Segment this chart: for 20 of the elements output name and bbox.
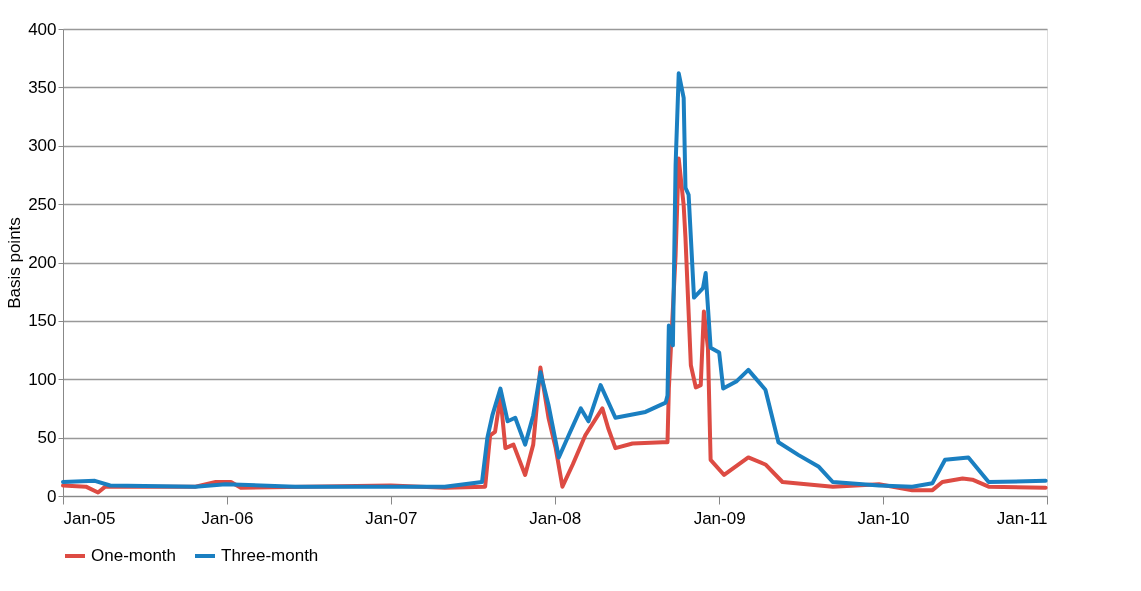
y-tick-label: 400 bbox=[28, 19, 57, 39]
legend-label: One-month bbox=[91, 546, 177, 565]
legend-label: Three-month bbox=[221, 546, 319, 565]
x-tick-label: Jan-05 bbox=[63, 508, 116, 528]
x-tick-label: Jan-11 bbox=[996, 508, 1048, 528]
y-tick-label: 100 bbox=[28, 369, 57, 389]
y-tick-label: 300 bbox=[28, 136, 57, 156]
x-tick-label: Jan-08 bbox=[529, 508, 582, 528]
y-tick-label: 350 bbox=[28, 77, 57, 97]
y-tick-label: 250 bbox=[28, 194, 57, 214]
y-tick-label: 150 bbox=[28, 311, 57, 331]
y-tick-label: 50 bbox=[37, 428, 57, 448]
y-axis-title: Basis points bbox=[5, 217, 25, 309]
line-series bbox=[61, 71, 1048, 489]
y-tick-label: 200 bbox=[28, 253, 57, 272]
y-tick-label: 0 bbox=[47, 486, 57, 506]
x-tick-label: Jan-06 bbox=[201, 508, 254, 528]
x-tick-label: Jan-10 bbox=[857, 508, 910, 528]
x-tick-label: Jan-07 bbox=[365, 508, 418, 528]
x-tick-label: Jan-09 bbox=[693, 508, 746, 528]
